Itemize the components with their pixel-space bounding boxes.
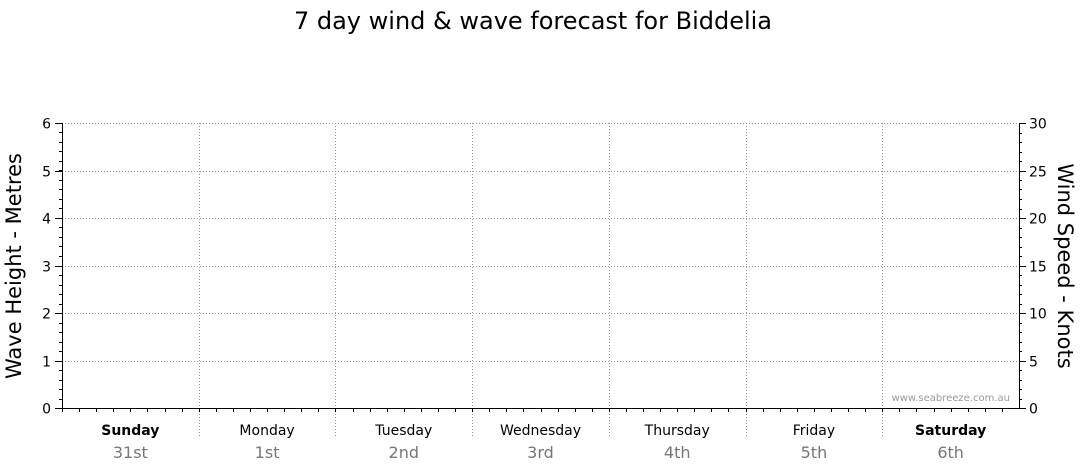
tick-labels: 0 1 2 3 4 5 6 0 5 10 15 20 25 30 <box>42 117 1047 418</box>
day-date-label: 6th <box>937 443 964 462</box>
day-date-label: 3rd <box>527 443 554 462</box>
y2-tick-label: 15 <box>1029 260 1047 276</box>
day-name-label: Monday <box>239 423 294 439</box>
day-date-label: 1st <box>255 443 280 462</box>
y-tick-label: 0 <box>42 402 51 418</box>
y2-tick-label: 10 <box>1029 307 1047 323</box>
day-name-label: Saturday <box>915 423 986 439</box>
y2-tick-label: 25 <box>1029 165 1047 181</box>
watermark: www.seabreeze.com.au <box>892 393 1010 404</box>
y-tick-label: 6 <box>42 117 51 133</box>
y-axis-label: Wave Height - Metres <box>2 153 26 379</box>
y2-tick-label: 20 <box>1029 212 1047 228</box>
y2-tick-label: 5 <box>1029 355 1038 371</box>
chart-title: 7 day wind & wave forecast for Biddelia <box>294 7 772 35</box>
day-name-label: Friday <box>793 423 835 439</box>
day-name-label: Wednesday <box>500 423 581 439</box>
y-tick-label: 4 <box>42 212 51 228</box>
axes <box>55 123 1026 412</box>
y-tick-label: 1 <box>42 355 51 371</box>
grid <box>62 123 1019 436</box>
y2-tick-label: 30 <box>1029 117 1047 133</box>
day-date-label: 2nd <box>389 443 419 462</box>
day-date-label: 4th <box>664 443 691 462</box>
y2-axis-label: Wind Speed - Knots <box>1053 163 1077 368</box>
day-name-label: Sunday <box>101 423 159 439</box>
y-tick-label: 2 <box>42 307 51 323</box>
y-tick-label: 5 <box>42 165 51 181</box>
y2-tick-label: 0 <box>1029 402 1038 418</box>
day-labels: Sunday 31st Monday 1st Tuesday 2nd Wednesday 3r… <box>101 423 986 462</box>
day-date-label: 5th <box>801 443 828 462</box>
day-name-label: Tuesday <box>374 423 432 439</box>
day-date-label: 31st <box>113 443 148 462</box>
day-name-label: Thursday <box>644 423 710 439</box>
y-tick-label: 3 <box>42 260 51 276</box>
